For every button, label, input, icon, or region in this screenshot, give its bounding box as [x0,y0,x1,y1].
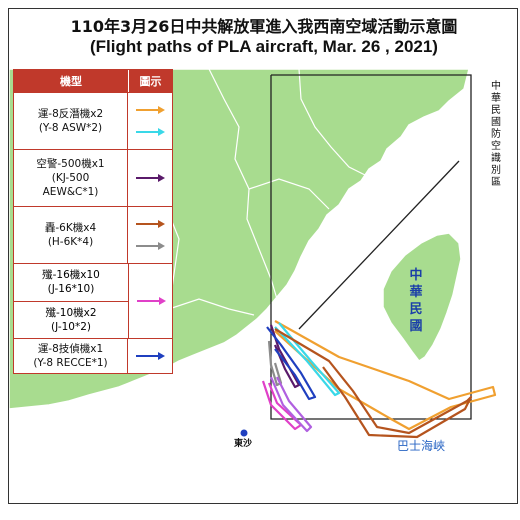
adiz-boundary [270,74,472,420]
legend-label-en: (J-10*2) [51,320,91,333]
bashi-channel-label: 巴士海峽 [397,439,446,453]
track-j16 [261,380,303,431]
track-j10 [269,376,313,433]
track-h6k-brown [274,328,473,439]
arrow-orange-icon [136,106,165,114]
dongsha-label: 東沙 [234,439,253,449]
legend-table: 機型 圖示 運-8反潛機x2 (Y-8 ASW*2) 空警-500機x1 (KJ… [13,69,173,374]
track-h6k-gray [267,340,283,387]
dongsha-dot [240,429,248,437]
legend-label-en: (Y-8 RECCE*1) [33,357,108,369]
legend-row-h6k: 轟-6K機x4 (H-6K*4) [14,206,172,263]
legend-row-fighters: 殲-16機x10 (J-16*10) 殲-10機x2 (J-10*2) [14,263,172,338]
track-kj500 [269,324,301,389]
title-english: (Flight paths of PLA aircraft, Mar. 26 ,… [90,37,438,56]
legend-header-icon: 圖示 [139,75,162,88]
legend-label-zh: 殲-16機x10 [42,269,100,282]
legend-label-en: (Y-8 ASW*2) [38,122,103,134]
map-frame: 110年3月26日中共解放軍進入我西南空域活動示意圖 (Flight paths… [8,8,518,504]
taiwan-label: 中華民國 [409,268,423,334]
arrow-brown-icon [136,220,165,228]
title-chinese: 110年3月26日中共解放軍進入我西南空域活動示意圖 [70,17,458,36]
legend-label-en2: AEW&C*1) [42,186,99,198]
legend-label-zh: 空警-500機x1 [36,158,105,170]
arrow-purple-icon [136,174,165,182]
legend-label-en: (H-6K*4) [47,236,94,248]
arrow-cyan-icon [136,128,165,136]
legend-header-type: 機型 [14,70,129,92]
legend-label-zh: 運-8反潛機x2 [37,108,104,120]
track-y8recce [266,326,317,401]
legend-label-zh: 殲-10機x2 [45,306,97,319]
flight-tracks [261,320,497,439]
taiwan-island [382,232,462,363]
arrow-magenta-icon [136,297,166,305]
arrow-blue-icon [136,352,165,360]
legend-label-zh: 運-8技偵機x1 [37,343,104,355]
legend-header: 機型 圖示 [14,70,172,92]
track-y8asw-cyan [274,322,341,397]
track-y8asw-orange [274,320,497,431]
legend-label-en: (KJ-500 [51,172,90,184]
legend-row-y8recce: 運-8技偵機x1 (Y-8 RECCE*1) [14,338,172,373]
legend-label-en: (J-16*10) [47,283,95,296]
title-area: 110年3月26日中共解放軍進入我西南空域活動示意圖 (Flight paths… [9,9,517,69]
adiz-label: 中華民國防空識別區 [491,81,501,188]
arrow-gray-icon [136,242,165,250]
legend-row-y8asw: 運-8反潛機x2 (Y-8 ASW*2) [14,92,172,149]
legend-row-kj500: 空警-500機x1 (KJ-500 AEW&C*1) [14,149,172,206]
legend-label-zh: 轟-6K機x4 [44,222,97,234]
